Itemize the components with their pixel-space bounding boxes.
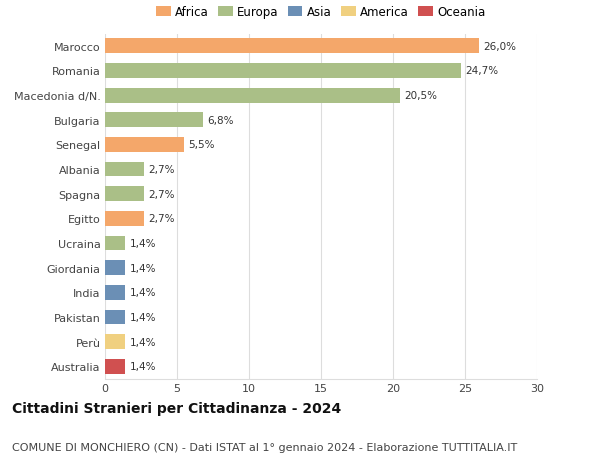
Bar	[105, 162, 144, 177]
Bar	[105, 113, 203, 128]
Bar	[105, 261, 125, 275]
Bar	[105, 285, 125, 300]
Bar	[105, 138, 184, 152]
Bar	[105, 64, 461, 78]
Text: 5,5%: 5,5%	[188, 140, 215, 150]
Bar	[105, 39, 479, 54]
Text: 1,4%: 1,4%	[130, 238, 156, 248]
Bar	[105, 310, 125, 325]
Text: 2,7%: 2,7%	[148, 214, 175, 224]
Bar	[105, 236, 125, 251]
Text: 2,7%: 2,7%	[148, 165, 175, 175]
Text: 20,5%: 20,5%	[404, 91, 437, 101]
Text: 1,4%: 1,4%	[130, 312, 156, 322]
Legend: Africa, Europa, Asia, America, Oceania: Africa, Europa, Asia, America, Oceania	[154, 4, 488, 22]
Text: 1,4%: 1,4%	[130, 263, 156, 273]
Text: 2,7%: 2,7%	[148, 189, 175, 199]
Text: 6,8%: 6,8%	[207, 116, 234, 125]
Text: 1,4%: 1,4%	[130, 337, 156, 347]
Text: 1,4%: 1,4%	[130, 361, 156, 371]
Text: 26,0%: 26,0%	[484, 42, 517, 52]
Text: COMUNE DI MONCHIERO (CN) - Dati ISTAT al 1° gennaio 2024 - Elaborazione TUTTITAL: COMUNE DI MONCHIERO (CN) - Dati ISTAT al…	[12, 442, 517, 452]
Bar	[105, 335, 125, 349]
Bar	[105, 89, 400, 103]
Bar	[105, 359, 125, 374]
Bar	[105, 212, 144, 226]
Text: 1,4%: 1,4%	[130, 288, 156, 297]
Text: 24,7%: 24,7%	[465, 66, 498, 76]
Text: Cittadini Stranieri per Cittadinanza - 2024: Cittadini Stranieri per Cittadinanza - 2…	[12, 402, 341, 415]
Bar	[105, 187, 144, 202]
